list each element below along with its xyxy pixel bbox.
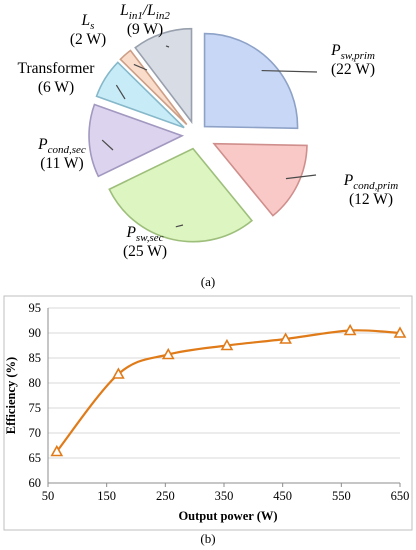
x-tick-label: 450: [273, 489, 292, 503]
x-tick-label: 250: [156, 489, 175, 503]
y-axis-title: Efficiency (%): [4, 357, 18, 434]
y-tick-label: 70: [29, 426, 42, 440]
pie-slice: [88, 103, 185, 178]
data-point: [220, 338, 234, 351]
slice-name-label: Lin1/Lin2: [119, 2, 170, 22]
y-tick-label: 80: [29, 376, 42, 390]
slice-name-label: Pcond,sec: [37, 136, 86, 156]
x-tick-label: 650: [391, 489, 410, 503]
caption-a: (a): [201, 274, 215, 289]
leader-line: [285, 174, 317, 180]
leader-line: [133, 63, 148, 71]
y-tick-label: 85: [29, 351, 42, 365]
leader-line: [165, 45, 170, 48]
pie-slice: [119, 49, 188, 126]
slice-value-label: (22 W): [331, 61, 375, 78]
slice-value-label: (2 W): [70, 31, 106, 48]
y-tick-label: 95: [29, 301, 42, 315]
y-tick-label: 75: [29, 401, 42, 415]
chart-frame: [3, 295, 413, 531]
slice-name-label: Psw,sec: [125, 224, 163, 244]
line-chart: 60 65 70 75 80 85 90 95 50 150 250 350 450 550 650 Outp…: [3, 295, 413, 531]
x-tick-label: 550: [332, 489, 351, 503]
slice-value-label: (12 W): [349, 191, 393, 208]
caption-b: (b): [200, 531, 215, 546]
data-point: [112, 367, 125, 379]
y-tick-label: 60: [29, 476, 42, 490]
data-point: [343, 323, 357, 336]
pie-slice: [203, 32, 299, 130]
slice-name-label: Ls: [81, 12, 95, 32]
pie-slice: [95, 61, 185, 129]
leader-line: [115, 84, 126, 100]
data-point: [393, 326, 407, 338]
data-point: [50, 444, 64, 457]
leader-line: [101, 139, 114, 151]
slice-value-label: (9 W): [127, 21, 163, 38]
slice-name-label: Psw,prim: [330, 42, 375, 62]
data-point: [279, 332, 292, 344]
slice-name-label: Pcond,prim: [343, 172, 398, 192]
pie-chart: Psw,prim(22 W) Pcond,prim(12 W) Psw,sec(25…: [18, 2, 399, 260]
leader-line: [261, 69, 318, 73]
slice-value-label: (25 W): [123, 243, 167, 260]
x-tick-label: 50: [42, 489, 55, 503]
pie-slice: [212, 142, 308, 217]
y-tick-label: 65: [29, 451, 42, 465]
data-point: [161, 347, 175, 360]
pie-slice: [134, 27, 193, 125]
pie-slice: [108, 147, 254, 243]
x-tick-label: 150: [97, 489, 116, 503]
leader-line: [175, 224, 184, 228]
x-tick-label: 350: [215, 489, 234, 503]
slice-name-label: Transformer: [18, 60, 96, 77]
slice-value-label: (11 W): [40, 155, 83, 172]
slice-value-label: (6 W): [38, 79, 74, 96]
y-tick-label: 90: [29, 326, 42, 340]
x-axis-title: Output power (W): [178, 509, 277, 523]
